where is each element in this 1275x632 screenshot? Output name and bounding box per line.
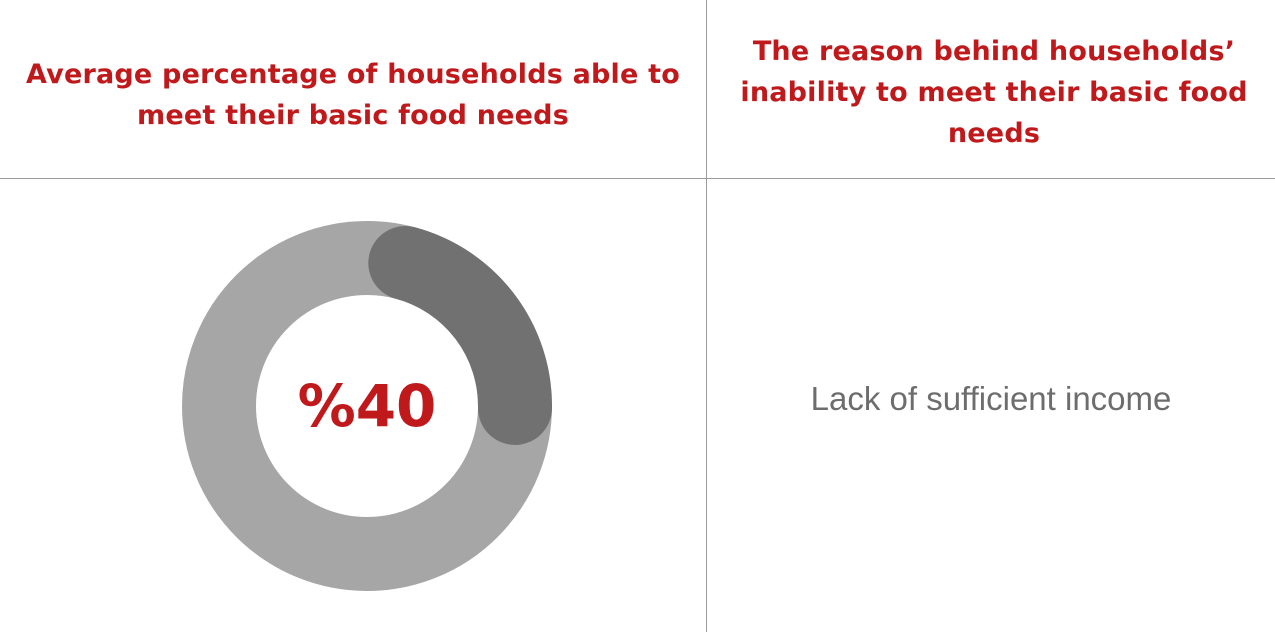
reason-text: Lack of sufficient income bbox=[810, 380, 1172, 417]
row-divider bbox=[0, 178, 1275, 179]
donut-highlight-segment bbox=[368, 226, 552, 445]
column-divider bbox=[706, 0, 707, 632]
donut-chart-svg bbox=[182, 221, 552, 591]
donut-chart: %40 bbox=[182, 221, 552, 591]
left-column-header: Average percentage of households able to… bbox=[26, 59, 680, 131]
right-column-header: The reason behind households’ inability … bbox=[740, 36, 1248, 149]
donut-center-label: %40 bbox=[297, 372, 437, 440]
